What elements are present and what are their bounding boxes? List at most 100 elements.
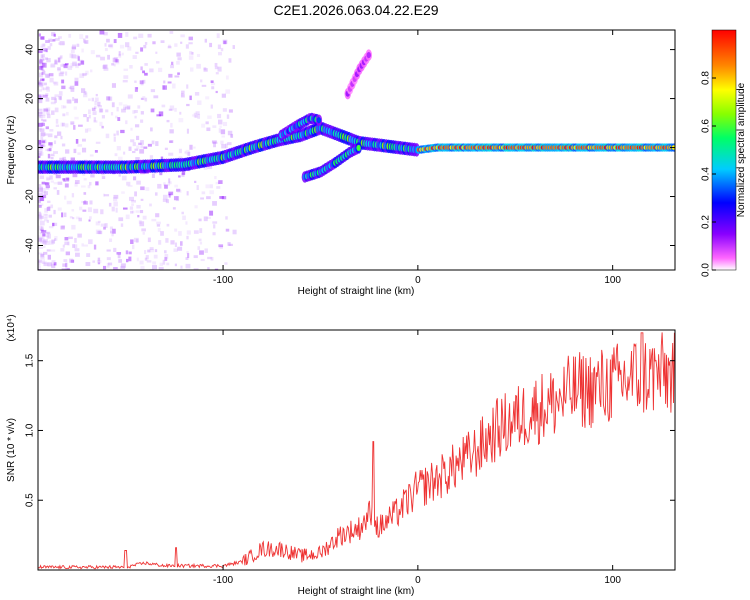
noise-speckle <box>104 43 107 47</box>
noise-speckle <box>214 268 219 270</box>
noise-speckle <box>38 122 43 127</box>
noise-speckle <box>39 212 43 216</box>
noise-speckle <box>93 117 97 122</box>
noise-speckle <box>48 225 54 229</box>
noise-speckle <box>113 267 118 270</box>
noise-speckle <box>95 93 98 97</box>
x-tick-label: 100 <box>604 575 621 586</box>
noise-speckle <box>225 143 228 149</box>
noise-speckle <box>55 118 59 124</box>
noise-speckle <box>99 108 104 113</box>
noise-speckle <box>42 119 47 122</box>
noise-speckle <box>39 215 44 219</box>
noise-speckle <box>129 64 133 69</box>
noise-speckle <box>201 84 207 87</box>
noise-speckle <box>54 107 59 113</box>
noise-speckle <box>123 107 126 110</box>
noise-speckle <box>118 174 121 177</box>
noise-speckle <box>97 220 101 223</box>
noise-speckle <box>159 262 164 267</box>
noise-speckle <box>185 263 191 269</box>
noise-speckle <box>117 254 121 259</box>
noise-speckle <box>170 122 173 128</box>
noise-speckle <box>46 249 51 252</box>
noise-speckle <box>212 232 216 236</box>
noise-speckle <box>211 86 215 90</box>
noise-speckle <box>215 90 218 94</box>
noise-speckle <box>44 213 48 218</box>
noise-speckle <box>211 82 216 86</box>
noise-speckle <box>166 223 170 227</box>
noise-speckle <box>101 115 105 119</box>
noise-speckle <box>38 211 42 217</box>
noise-speckle <box>170 64 174 69</box>
noise-speckle <box>38 80 41 85</box>
noise-speckle <box>193 112 197 118</box>
noise-speckle <box>177 246 183 251</box>
noise-speckle <box>118 102 123 106</box>
noise-speckle <box>132 210 135 214</box>
noise-speckle <box>45 73 50 78</box>
noise-speckle <box>122 79 128 83</box>
noise-speckle <box>84 128 89 133</box>
noise-speckle <box>144 72 148 76</box>
noise-speckle <box>72 244 75 248</box>
noise-speckle <box>75 252 80 257</box>
noise-speckle <box>197 246 201 250</box>
noise-speckle <box>49 129 54 132</box>
noise-speckle <box>40 253 44 257</box>
colorbar-label: Normalized spectral amplitude <box>736 82 747 217</box>
noise-speckle <box>180 265 183 269</box>
noise-speckle <box>205 121 209 125</box>
noise-speckle <box>78 217 82 222</box>
noise-speckle <box>108 262 113 266</box>
noise-speckle <box>58 42 61 45</box>
noise-speckle <box>207 267 210 270</box>
noise-speckle <box>136 145 140 149</box>
noise-speckle <box>82 138 86 142</box>
noise-speckle <box>181 90 185 95</box>
noise-speckle <box>90 69 93 73</box>
noise-speckle <box>70 88 75 92</box>
noise-speckle <box>214 62 218 67</box>
noise-speckle <box>112 57 118 63</box>
noise-speckle <box>116 252 122 255</box>
noise-speckle <box>39 220 45 226</box>
noise-speckle <box>149 155 154 159</box>
noise-speckle <box>160 231 164 236</box>
noise-speckle <box>93 208 99 214</box>
noise-speckle <box>42 62 46 67</box>
noise-speckle <box>217 44 221 50</box>
noise-speckle <box>139 260 144 265</box>
noise-speckle <box>113 201 118 207</box>
noise-speckle <box>155 141 159 147</box>
noise-speckle <box>169 129 174 134</box>
colorbar-tick-label: 0.6 <box>701 119 712 133</box>
spectrogram-tracks <box>38 49 675 183</box>
noise-speckle <box>120 223 124 227</box>
noise-speckle <box>144 63 148 66</box>
noise-speckle <box>168 178 171 183</box>
noise-speckle <box>227 130 233 136</box>
noise-speckle <box>69 216 73 219</box>
noise-speckle <box>176 52 181 57</box>
noise-speckle <box>59 55 63 59</box>
noise-speckle <box>70 157 75 162</box>
noise-speckle <box>158 266 164 270</box>
noise-speckle <box>42 94 48 98</box>
noise-speckle <box>204 248 208 253</box>
noise-speckle <box>59 96 62 101</box>
noise-speckle <box>41 122 45 127</box>
noise-speckle <box>161 104 166 108</box>
noise-speckle <box>209 184 213 189</box>
noise-speckle <box>178 156 183 160</box>
noise-speckle <box>146 260 152 263</box>
noise-speckle <box>219 196 224 199</box>
track-blob <box>316 117 322 124</box>
noise-speckle <box>156 224 161 227</box>
noise-speckle <box>140 145 144 149</box>
noise-speckle <box>63 178 66 182</box>
noise-speckle <box>60 248 65 252</box>
noise-speckle <box>188 42 193 45</box>
noise-speckle <box>123 104 128 109</box>
